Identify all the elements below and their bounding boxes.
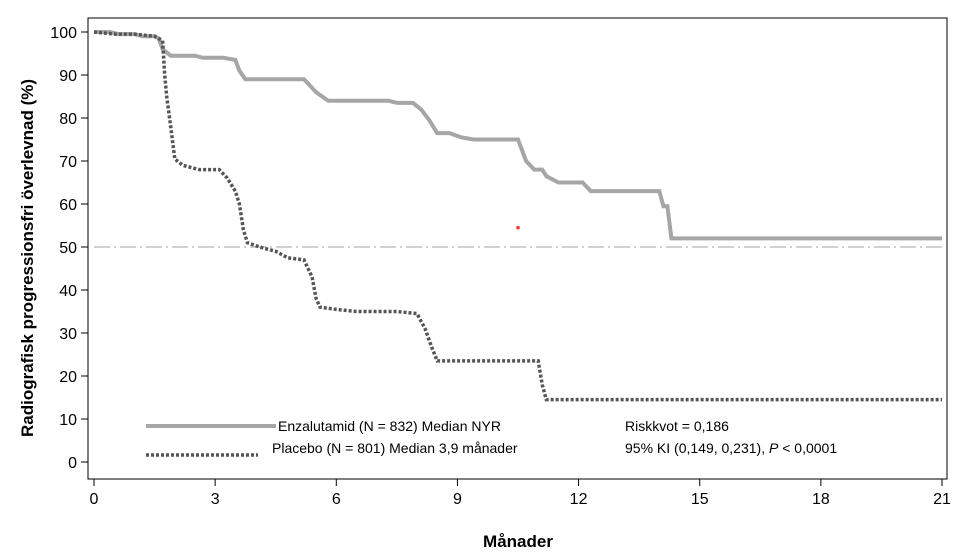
x-axis-title: Månader xyxy=(483,532,553,551)
legend-label-enzalutamid: Enzalutamid (N = 832) Median NYR xyxy=(278,418,501,434)
y-tick-label-40: 40 xyxy=(59,283,77,300)
legend: Enzalutamid (N = 832) Median NYR Placebo… xyxy=(146,418,837,457)
x-tick-label-6: 6 xyxy=(332,491,341,508)
confidence-interval-annotation: 95% KI (0,149, 0,231), P < 0,0001 xyxy=(625,440,837,456)
y-tick-label-20: 20 xyxy=(59,369,77,386)
y-tick-label-90: 90 xyxy=(59,68,77,85)
p-symbol: P xyxy=(769,440,779,456)
plot-area: 0 3 6 9 12 15 18 21 0 10 20 30 40 50 60 70 80 90 100 xyxy=(50,17,951,508)
marker-dot xyxy=(516,225,520,230)
x-tick-label-12: 12 xyxy=(570,491,588,508)
ci-text: 95% KI (0,149, 0,231), xyxy=(625,440,769,456)
series-line-placebo xyxy=(93,30,942,402)
x-tick-label-21: 21 xyxy=(933,491,951,508)
y-tick-label-60: 60 xyxy=(59,197,77,214)
hazard-ratio-annotation: Riskkvot = 0,186 xyxy=(625,418,729,434)
y-tick-label-70: 70 xyxy=(59,154,77,171)
x-tick-label-0: 0 xyxy=(90,491,99,508)
plot-frame xyxy=(87,17,948,480)
y-tick-label-80: 80 xyxy=(59,111,77,128)
x-tick-label-15: 15 xyxy=(691,491,709,508)
y-tick-label-0: 0 xyxy=(68,455,77,472)
y-tick-label-10: 10 xyxy=(59,412,77,429)
x-tick-label-18: 18 xyxy=(812,491,830,508)
series-line-enzalutamid xyxy=(94,30,942,241)
p-value: < 0,0001 xyxy=(778,440,837,456)
y-axis-title: Radiografisk progressionsfri överlevnad … xyxy=(18,79,37,437)
y-tick-label-30: 30 xyxy=(59,326,77,343)
x-tick-label-9: 9 xyxy=(453,491,462,508)
legend-label-placebo: Placebo (N = 801) Median 3,9 månader xyxy=(272,440,518,456)
y-tick-label-100: 100 xyxy=(50,25,77,42)
x-tick-label-3: 3 xyxy=(211,491,220,508)
y-tick-label-50: 50 xyxy=(59,240,77,257)
